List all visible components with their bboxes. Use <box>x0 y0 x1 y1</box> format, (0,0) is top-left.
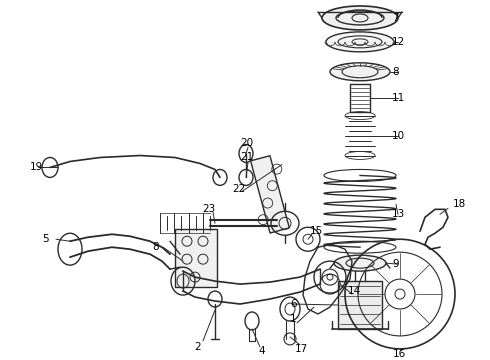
Text: 13: 13 <box>392 209 405 219</box>
Bar <box>338 281 382 329</box>
Text: 17: 17 <box>295 344 308 354</box>
Text: 2: 2 <box>194 342 200 352</box>
Ellipse shape <box>334 255 386 271</box>
Text: 1: 1 <box>290 314 296 324</box>
Text: 8: 8 <box>152 242 159 252</box>
Ellipse shape <box>322 6 398 30</box>
Text: 9: 9 <box>392 259 399 269</box>
Text: 16: 16 <box>393 349 406 359</box>
Text: 18: 18 <box>453 199 466 210</box>
Text: 7: 7 <box>392 13 399 23</box>
Text: 19: 19 <box>30 162 43 172</box>
Text: 8: 8 <box>392 67 399 77</box>
Ellipse shape <box>326 32 394 52</box>
Text: 6: 6 <box>290 299 296 309</box>
Text: 11: 11 <box>392 93 405 103</box>
Text: 21: 21 <box>240 153 253 162</box>
Text: 23: 23 <box>202 204 215 214</box>
Text: 20: 20 <box>240 138 253 148</box>
Bar <box>175 229 217 287</box>
Text: 15: 15 <box>310 226 323 236</box>
Polygon shape <box>251 156 290 233</box>
Text: 14: 14 <box>348 286 361 296</box>
Text: 12: 12 <box>392 37 405 47</box>
Text: 4: 4 <box>258 346 265 356</box>
Text: 22: 22 <box>232 184 245 194</box>
Ellipse shape <box>330 63 390 81</box>
Text: 10: 10 <box>392 131 405 140</box>
Text: 5: 5 <box>42 234 49 244</box>
